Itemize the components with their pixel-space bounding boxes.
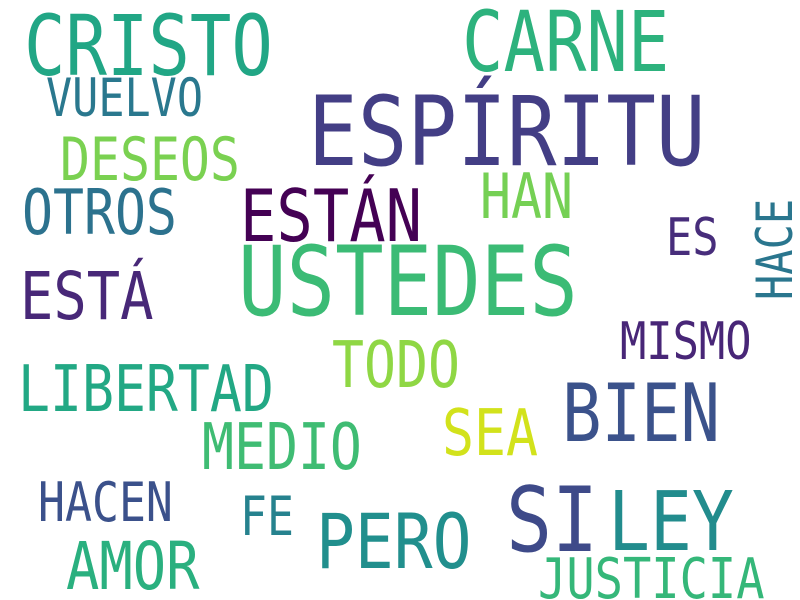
word-deseos: DESEOS xyxy=(60,125,240,195)
word-sea: SEA xyxy=(442,397,538,471)
word-amor: AMOR xyxy=(66,528,200,600)
word-si: SI xyxy=(506,468,599,573)
word-es: ES xyxy=(666,208,719,268)
word-justicia: JUSTICIA xyxy=(538,547,765,600)
word-libertad: LIBERTAD xyxy=(18,353,274,427)
word-carne: CARNE xyxy=(462,0,670,91)
word-esta: ESTÁ xyxy=(20,258,154,335)
word-estan: ESTÁN xyxy=(240,174,423,258)
word-fe: FE xyxy=(240,485,294,548)
word-ley: LEY xyxy=(608,475,734,570)
word-todo: TODO xyxy=(332,329,460,403)
word-bien: BIEN xyxy=(562,367,720,460)
word-hacen: HACEN xyxy=(38,471,173,534)
word-han: HAN xyxy=(480,160,573,233)
word-mismo: MISMO xyxy=(620,312,752,372)
word-otros: OTROS xyxy=(22,176,177,249)
word-hace: HACE xyxy=(746,198,800,300)
word-medio: MEDIO xyxy=(202,411,362,485)
word-vuelvo: VUELVO xyxy=(46,68,203,129)
word-cristo: CRISTO xyxy=(24,0,273,95)
word-pero: PERO xyxy=(316,497,472,586)
word-ustedes: USTEDES xyxy=(238,226,578,338)
word-espiritu: ESPÍRITU xyxy=(308,76,706,188)
